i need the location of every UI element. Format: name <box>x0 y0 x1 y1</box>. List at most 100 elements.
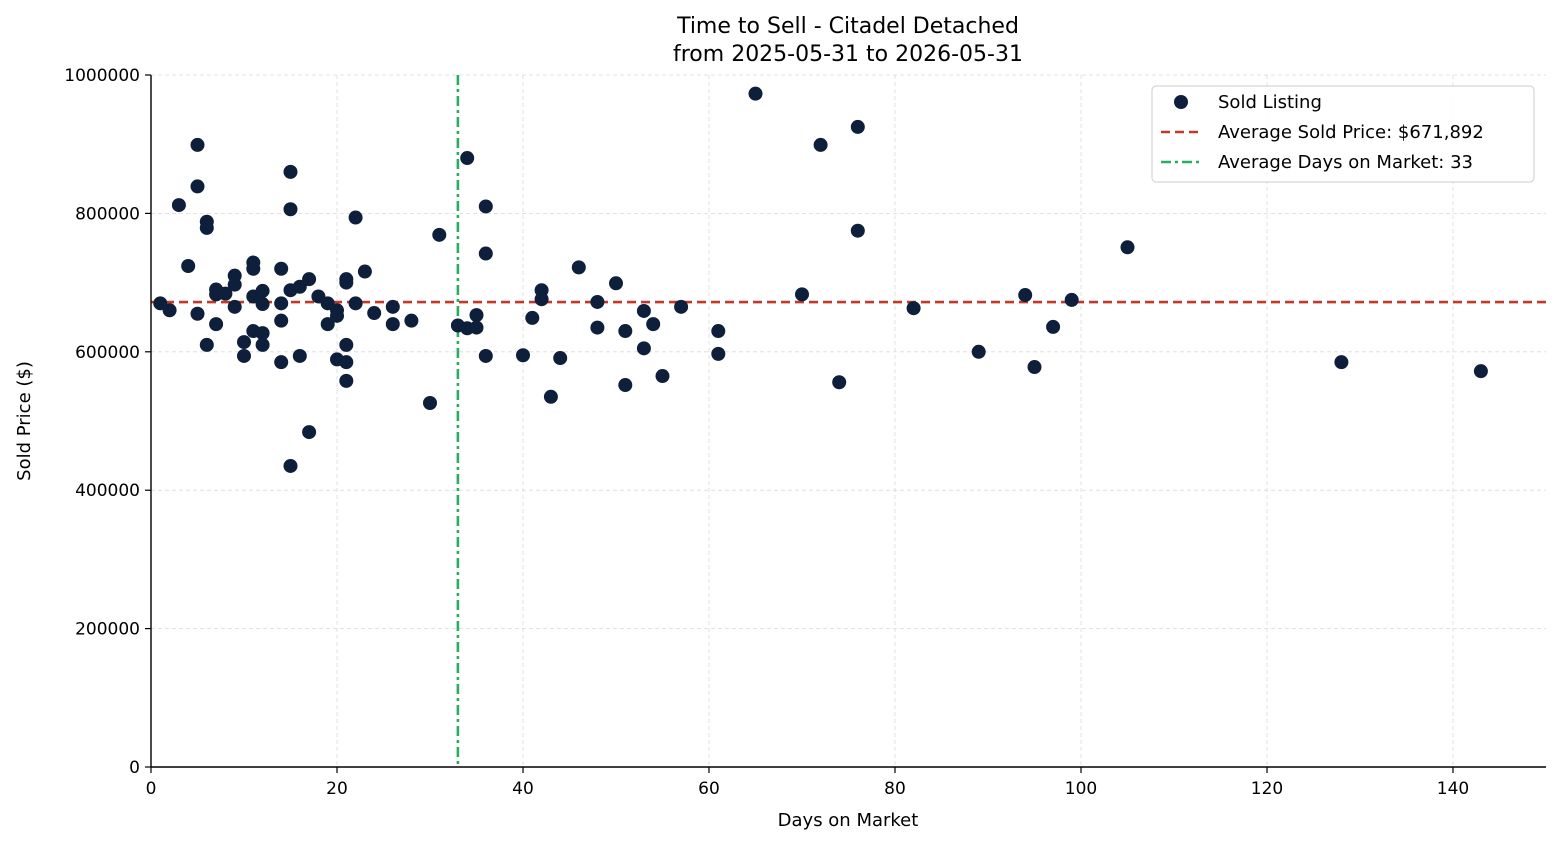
data-point <box>385 299 400 314</box>
data-point <box>1473 364 1488 379</box>
data-point <box>553 351 568 366</box>
data-point <box>237 335 251 350</box>
x-axis-label: Days on Market <box>778 810 919 831</box>
data-point <box>711 324 726 339</box>
y-ticks: 0 200000 400000 600000 800000 1000000 <box>64 66 151 778</box>
points-layer <box>153 86 1488 473</box>
data-point <box>906 301 921 316</box>
data-point <box>190 306 205 321</box>
data-point <box>478 348 493 363</box>
x-tick-label: 80 <box>884 779 906 799</box>
data-point <box>292 279 307 294</box>
data-point <box>516 348 530 363</box>
data-point <box>283 202 298 217</box>
y-tick-label: 1000000 <box>64 66 140 86</box>
chart-subtitle: from 2025-05-31 to 2026-05-31 <box>673 42 1023 67</box>
y-tick-label: 0 <box>129 758 140 778</box>
data-point <box>646 317 661 332</box>
data-point <box>199 337 214 352</box>
x-tick-label: 40 <box>512 779 534 799</box>
data-point <box>618 378 633 393</box>
y-axis-label: Sold Price ($) <box>14 361 35 481</box>
data-point <box>478 246 493 261</box>
x-tick-label: 120 <box>1251 779 1283 799</box>
legend-label-average-price: Average Sold Price: $671,892 <box>1218 122 1484 143</box>
data-point <box>190 179 205 194</box>
data-point <box>423 396 437 411</box>
legend-box <box>1151 85 1535 183</box>
data-point <box>525 310 540 325</box>
data-point <box>274 355 289 370</box>
data-point <box>283 164 298 179</box>
data-point <box>227 277 242 292</box>
x-tick-label: 60 <box>698 779 720 799</box>
data-point <box>302 272 317 287</box>
data-point <box>162 303 177 318</box>
y-tick-label: 600000 <box>75 343 140 363</box>
data-point <box>348 296 363 311</box>
data-point <box>218 286 233 301</box>
data-point <box>636 341 651 356</box>
data-point <box>850 223 865 238</box>
y-tick-label: 800000 <box>75 204 140 224</box>
data-point <box>190 137 205 152</box>
data-point <box>850 119 865 134</box>
legend-marker-sold-listing <box>1174 95 1188 109</box>
data-point <box>1064 292 1079 307</box>
data-point <box>283 458 298 473</box>
data-point <box>543 389 558 404</box>
data-point <box>339 373 354 388</box>
data-point <box>339 355 354 370</box>
data-point <box>181 258 196 273</box>
data-point <box>209 317 224 332</box>
data-point <box>636 303 651 318</box>
data-point <box>237 348 251 363</box>
data-point <box>357 264 372 279</box>
data-point <box>674 299 689 314</box>
data-point <box>748 86 763 101</box>
y-tick-label: 200000 <box>75 620 140 640</box>
data-point <box>478 199 493 214</box>
data-point <box>199 220 214 235</box>
x-tick-label: 0 <box>146 779 157 799</box>
data-point <box>227 299 242 314</box>
data-point <box>1018 288 1033 303</box>
data-point <box>255 326 270 341</box>
data-point <box>385 317 400 332</box>
data-point <box>432 227 447 242</box>
data-point <box>404 313 419 328</box>
data-point <box>795 287 809 302</box>
data-point <box>302 425 317 440</box>
data-point <box>655 369 670 384</box>
data-point <box>274 313 289 328</box>
data-point <box>571 260 586 275</box>
data-point <box>292 348 307 363</box>
data-point <box>330 308 344 323</box>
data-point <box>1046 319 1061 334</box>
data-point <box>255 283 270 298</box>
data-point <box>171 198 186 213</box>
data-point <box>460 151 475 166</box>
data-point <box>246 261 261 276</box>
data-point <box>832 375 847 390</box>
data-point <box>339 337 354 352</box>
data-point <box>469 308 484 323</box>
data-point <box>274 261 289 276</box>
data-point <box>590 294 605 309</box>
data-point <box>971 344 986 359</box>
data-point <box>618 324 633 339</box>
data-point <box>274 296 289 311</box>
data-point <box>1027 360 1042 375</box>
data-point <box>1334 355 1349 370</box>
data-point <box>320 317 335 332</box>
data-point <box>711 346 726 361</box>
data-point <box>590 320 605 335</box>
data-point <box>339 275 354 290</box>
legend-label-average-days: Average Days on Market: 33 <box>1218 152 1473 173</box>
data-point <box>255 337 270 352</box>
data-point <box>469 320 484 335</box>
x-tick-label: 100 <box>1065 779 1097 799</box>
x-ticks: 0 20 40 60 80 100 120 140 <box>146 767 1469 799</box>
data-point <box>813 137 828 152</box>
